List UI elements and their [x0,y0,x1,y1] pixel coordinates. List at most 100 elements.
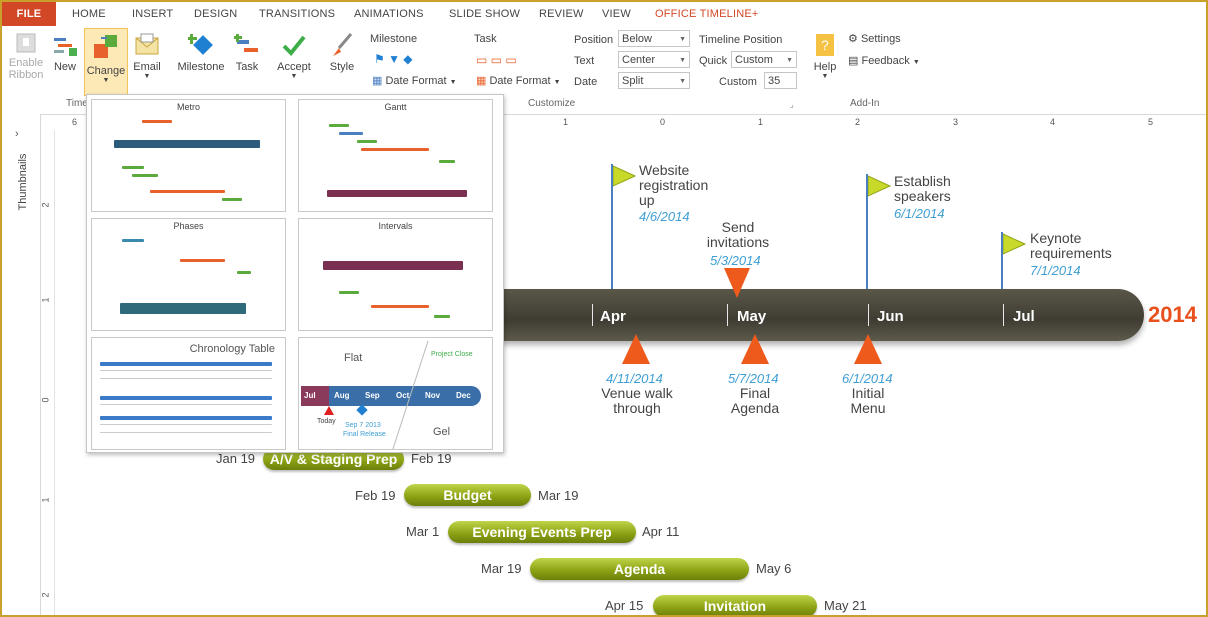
task-end-date: Apr 11 [642,524,680,539]
milestone-shapes-icon[interactable]: ⚑ ▼ ◆ [374,52,413,66]
task-bar[interactable]: Budget [404,484,531,506]
flag-icon[interactable] [613,164,637,188]
milestone-triangle-up-icon[interactable] [854,334,882,364]
vruler-label: 1 [40,297,51,303]
milestone-date: 5/7/2014 [728,371,779,386]
task-start-date: Jan 19 [216,451,256,466]
date-select[interactable]: Split ▼ [618,72,690,89]
custom-input[interactable]: 35 [764,72,797,89]
quick-label: Quick [699,55,728,67]
milestone-triangle-up-icon[interactable] [741,334,769,364]
task-date-format-button[interactable]: ▦ Date Format ▼ [476,74,561,87]
thumb-bar [122,239,144,242]
calendar-icon: ▦ [372,75,383,87]
milestone-title[interactable]: Send invitations [704,220,772,250]
position-select[interactable]: Below ▼ [618,30,690,47]
flag-icon[interactable] [868,174,892,198]
help-dropdown-icon: ▼ [821,73,829,80]
enable-ribbon-button[interactable]: Enable Ribbon [6,32,46,81]
task-button[interactable]: Task [232,32,262,73]
style-option-label: Metro [176,102,200,112]
group-label-addin: Add-In [850,98,880,109]
style-option-chronology-table[interactable]: Chronology Table [91,337,286,450]
gear-icon: ⚙ [848,33,858,45]
new-icon [54,38,77,56]
dialog-launcher-icon[interactable]: ⌟ [790,100,794,109]
thumb-bar [180,259,225,262]
custom-value: 35 [768,75,781,87]
milestone-title[interactable]: Establish speakers [894,174,951,204]
accept-button[interactable]: Accept ▼ [274,32,314,80]
milestone-date-format-button[interactable]: ▦ Date Format ▼ [372,74,457,87]
tab-slide-show[interactable]: SLIDE SHOW [449,8,521,20]
change-button[interactable]: Change ▼ [84,28,128,96]
custom-label: Custom [719,76,757,88]
milestone-triangle-down-icon[interactable] [724,268,750,298]
tab-file[interactable]: FILE [2,2,56,26]
ribbon-tabs: FILE HOME INSERT DESIGN TRANSITIONS ANIM… [2,2,1206,26]
style-option-intervals[interactable]: Intervals [298,218,493,331]
task-bar[interactable]: Agenda [530,558,749,580]
milestone-title-line: registration [639,177,709,193]
flag-icon[interactable] [1003,232,1027,256]
style-option-gantt[interactable]: Gantt [298,99,493,212]
thumb-bar [222,198,242,201]
milestone-title[interactable]: Venue walk through [592,386,682,416]
milestone-title-line: requirements [1030,245,1112,261]
style-option-flat-gel[interactable]: Flat Gel Project Close Jul Aug Sep Oct N… [298,337,493,450]
text-select[interactable]: Center ▼ [618,51,690,68]
milestone-title[interactable]: Final Agenda [715,386,795,416]
tab-home[interactable]: HOME [72,8,106,20]
tab-view[interactable]: VIEW [602,8,631,20]
milestone-title-line: Website [639,162,690,178]
ruler-label: 3 [953,117,959,127]
new-button[interactable]: New [50,32,80,73]
milestone-title-line: Send [721,219,755,235]
expand-chevron-icon[interactable]: › [15,128,19,140]
style-button[interactable]: Style [326,32,358,73]
chevron-down-icon: ▼ [679,36,686,43]
tab-transitions[interactable]: TRANSITIONS [259,8,336,20]
milestone-title-line: Agenda [730,400,780,416]
task-bar[interactable]: Evening Events Prep [448,521,636,543]
feedback-button[interactable]: ▤ Feedback ▼ [848,54,920,67]
milestone-title[interactable]: Website registration up [639,163,708,208]
task-start-date: Apr 15 [605,598,644,613]
help-button[interactable]: ? Help ▼ [810,32,840,80]
style-option-phases[interactable]: Phases [91,218,286,331]
timeline-band[interactable] [502,289,1144,341]
thumbnails-label[interactable]: Thumbnails [17,153,29,211]
tab-office-timeline[interactable]: OFFICE TIMELINE+ [655,8,759,20]
thumb-band [301,386,481,406]
feedback-icon: ▤ [848,55,859,67]
thumb-table-row [100,424,272,425]
task-bar[interactable]: A/V & Staging Prep [263,448,404,470]
milestone-button[interactable]: Milestone [174,32,228,73]
tab-animations[interactable]: ANIMATIONS [354,8,424,20]
help-icon: ? [816,34,834,56]
milestone-title[interactable]: Initial Menu [828,386,908,416]
thumb-month: Jul [304,391,316,400]
tab-design[interactable]: DESIGN [194,8,238,20]
email-button[interactable]: Email ▼ [130,32,164,80]
dropdown-icon: ▼ [449,79,457,86]
tab-insert[interactable]: INSERT [132,8,174,20]
milestone-group-label: Milestone [370,33,418,45]
style-option-metro[interactable]: Metro [91,99,286,212]
task-end-date: May 6 [756,561,792,576]
thumb-month: Oct [396,391,410,400]
month-label-jul: Jul [1013,308,1035,325]
task-bar[interactable]: Invitation [653,595,817,615]
thumb-table-row [100,370,272,371]
milestone-title[interactable]: Keynote requirements [1030,231,1112,261]
milestone-title-line: up [639,192,655,208]
milestone-triangle-up-icon[interactable] [622,334,650,364]
style-option-label-gel: Gel [433,426,451,438]
settings-button[interactable]: ⚙ Settings [848,32,901,45]
task-shapes-icon[interactable]: ▭ ▭ ▭ [476,53,517,67]
text-value: Center [622,54,656,66]
email-icon [135,33,159,55]
tab-review[interactable]: REVIEW [539,8,584,20]
quick-select[interactable]: Custom ▼ [731,51,797,68]
